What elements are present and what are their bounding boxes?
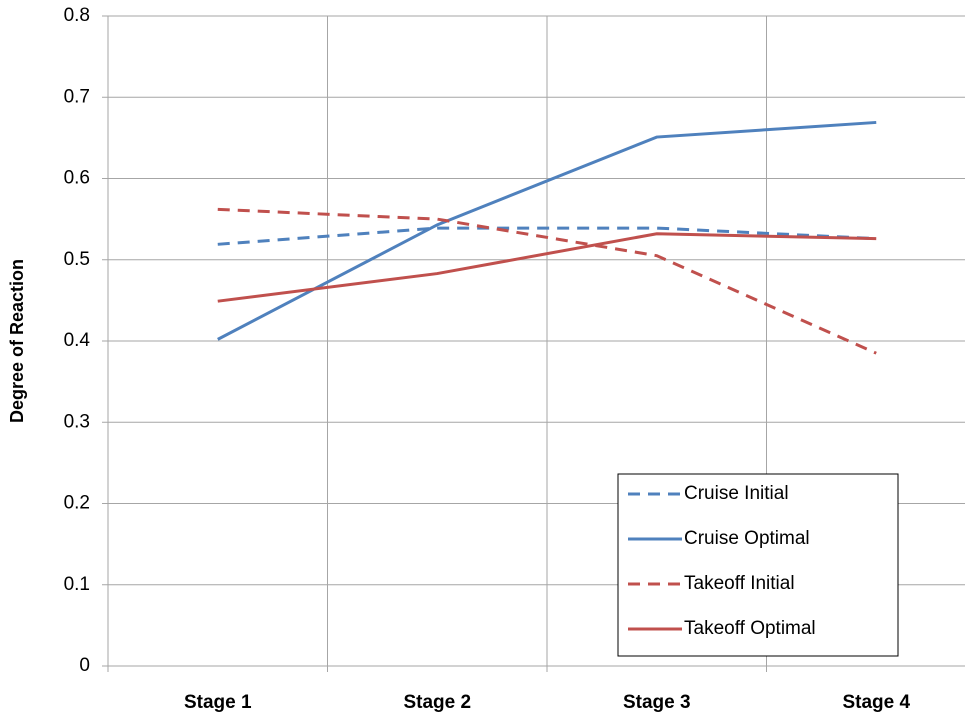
y-tick-label: 0.3 xyxy=(64,411,90,432)
y-tick-label: 0.6 xyxy=(64,168,90,189)
x-tick-label: Stage 2 xyxy=(403,692,471,713)
y-tick-label: 0.7 xyxy=(64,86,90,107)
y-tick-label: 0.4 xyxy=(64,330,91,351)
y-tick-label: 0 xyxy=(79,655,90,676)
x-tick-label: Stage 1 xyxy=(184,692,252,713)
y-axis-title: Degree of Reaction xyxy=(7,259,27,423)
series-line xyxy=(217,207,877,355)
series-line xyxy=(217,226,877,246)
legend-label: Cruise Initial xyxy=(684,483,789,504)
x-tick-label: Stage 4 xyxy=(842,692,910,713)
y-tick-label: 0.2 xyxy=(64,493,90,514)
x-tick-label: Stage 3 xyxy=(623,692,691,713)
series-line xyxy=(217,232,877,303)
legend-box xyxy=(617,473,899,657)
legend-label: Takeoff Initial xyxy=(684,573,795,594)
legend-label: Cruise Optimal xyxy=(684,528,810,549)
y-tick-label: 0.1 xyxy=(64,574,90,595)
series-line xyxy=(217,120,877,341)
y-tick-label: 0.5 xyxy=(64,249,90,270)
y-tick-label: 0.8 xyxy=(64,5,90,26)
legend-label: Takeoff Optimal xyxy=(684,618,816,639)
